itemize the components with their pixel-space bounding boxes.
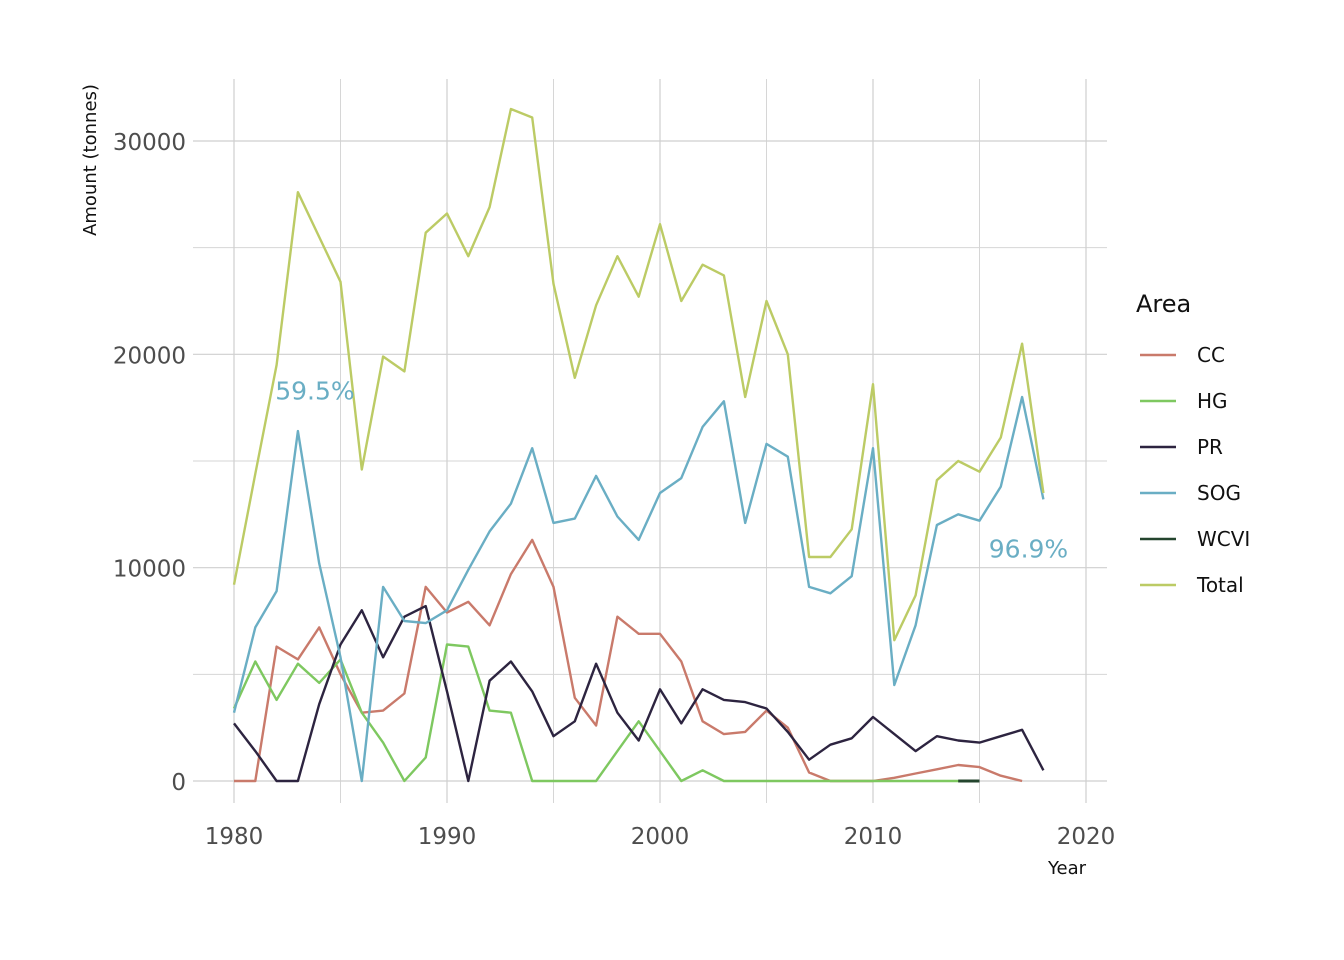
x-tick-label: 2000 xyxy=(631,824,690,850)
series-line-hg xyxy=(232,643,980,783)
legend-item-wcvi: WCVI xyxy=(1140,527,1250,551)
legend-label: Total xyxy=(1196,573,1244,597)
y-tick-label: 20000 xyxy=(113,343,186,369)
x-tick-label: 1980 xyxy=(205,824,264,850)
series-line-pr xyxy=(233,604,1045,783)
series-lines xyxy=(232,107,1045,783)
y-tick-label: 0 xyxy=(171,770,186,796)
x-tick-label: 2010 xyxy=(844,824,903,850)
x-tick-label: 2020 xyxy=(1057,824,1116,850)
x-tick-label: 1990 xyxy=(418,824,477,850)
annotation-label: 59.5% xyxy=(275,377,354,406)
legend-title: Area xyxy=(1136,290,1191,318)
legend-item-total: Total xyxy=(1140,573,1244,597)
x-axis-title: Year xyxy=(1047,858,1087,879)
y-axis-title: Amount (tonnes) xyxy=(80,84,101,236)
annotation-label: 96.9% xyxy=(989,534,1068,563)
legend-label: SOG xyxy=(1197,481,1241,505)
axes: 1980 1990 2000 2010 2020 0 10000 20000 30000 xyxy=(113,130,1115,850)
legend-item-pr: PR xyxy=(1140,435,1223,459)
series-line-sog xyxy=(232,395,1045,783)
legend-label: CC xyxy=(1197,343,1225,367)
legend-label: HG xyxy=(1197,389,1228,413)
series-line-cc xyxy=(234,538,1023,783)
legend-label: WCVI xyxy=(1197,527,1250,551)
legend-label: PR xyxy=(1197,435,1223,459)
y-tick-label: 30000 xyxy=(113,130,186,156)
annotations: 59.5% 96.9% xyxy=(275,377,1068,564)
legend-item-cc: CC xyxy=(1140,343,1225,367)
legend-item-hg: HG xyxy=(1140,389,1228,413)
grid xyxy=(193,79,1107,803)
y-tick-label: 10000 xyxy=(113,557,186,583)
legend-item-sog: SOG xyxy=(1140,481,1241,505)
legend: Area CC HG PR SOG WCVI Total xyxy=(1136,290,1250,597)
series-line-total xyxy=(232,107,1045,642)
